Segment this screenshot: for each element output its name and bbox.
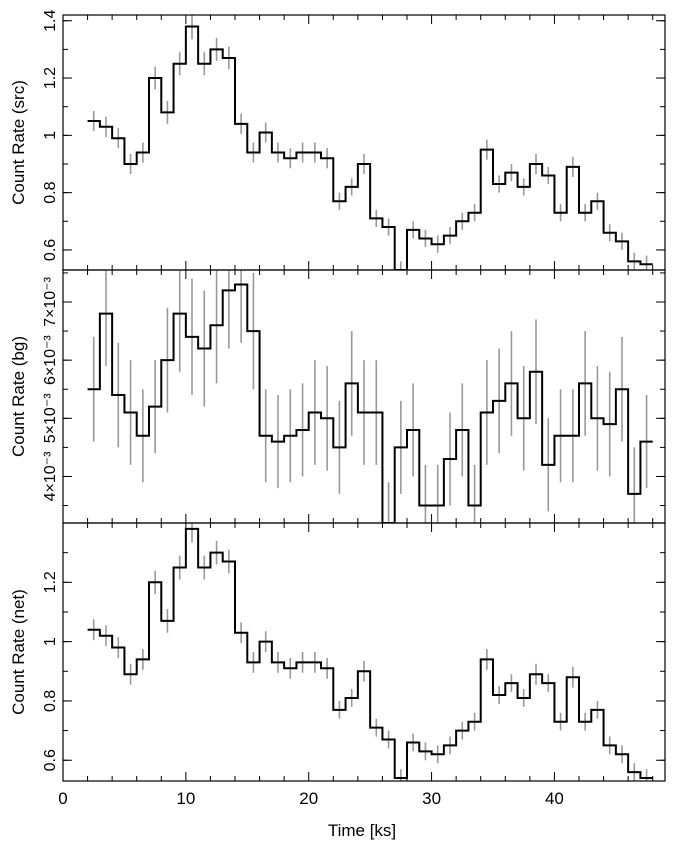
y-tick-label: 4×10⁻³ <box>42 451 59 501</box>
y-tick-label: 1 <box>42 637 59 646</box>
y-tick-label: 1.4 <box>42 10 59 32</box>
y-tick-label: 0.6 <box>42 239 59 261</box>
panel-frame <box>62 522 666 782</box>
step-line-src <box>87 25 653 270</box>
y-tick-label: 1.2 <box>42 67 59 89</box>
y-tick-label: 0.6 <box>42 749 59 771</box>
panel-data-net <box>87 523 653 781</box>
panel-data-bg <box>87 270 653 523</box>
y-axis-label-src: Count Rate (src) <box>9 80 28 205</box>
x-axis-label: Time [ks] <box>328 821 396 840</box>
panel-frame <box>62 14 666 271</box>
x-tick-label: 30 <box>422 789 441 808</box>
panel-src: 0.6 0.8 1 1.2 1.4 Count Rate (src) <box>9 10 666 271</box>
x-tick-label: 0 <box>58 789 67 808</box>
step-line-bg <box>87 283 653 523</box>
panel-bg: 4×10⁻³ 5×10⁻³ 6×10⁻³ 7×10⁻³ Count Rate (bg) <box>9 269 666 524</box>
y-tick-label: 5×10⁻³ <box>42 393 59 443</box>
x-tick-label: 40 <box>545 789 564 808</box>
y-tick-label: 7×10⁻³ <box>42 276 59 326</box>
y-tick-label: 1.2 <box>42 571 59 593</box>
y-axis-label-net: Count Rate (net) <box>9 589 28 715</box>
panel-net: 0.6 0.8 1 1.2 Count Rate (net) <box>9 522 666 782</box>
panels-group: 0.6 0.8 1 1.2 1.4 Count Rate (src) 4×10⁻³ 5×10⁻… <box>9 10 666 808</box>
x-tick-label: 20 <box>299 789 318 808</box>
step-line-net <box>87 527 653 780</box>
panel-data-src <box>87 15 653 270</box>
x-tick-label: 10 <box>176 789 195 808</box>
y-axis-label-bg: Count Rate (bg) <box>9 336 28 457</box>
y-tick-label: 6×10⁻³ <box>42 335 59 385</box>
y-tick-label: 0.8 <box>42 690 59 712</box>
y-tick-label: 1 <box>42 131 59 140</box>
y-tick-label: 0.8 <box>42 181 59 203</box>
